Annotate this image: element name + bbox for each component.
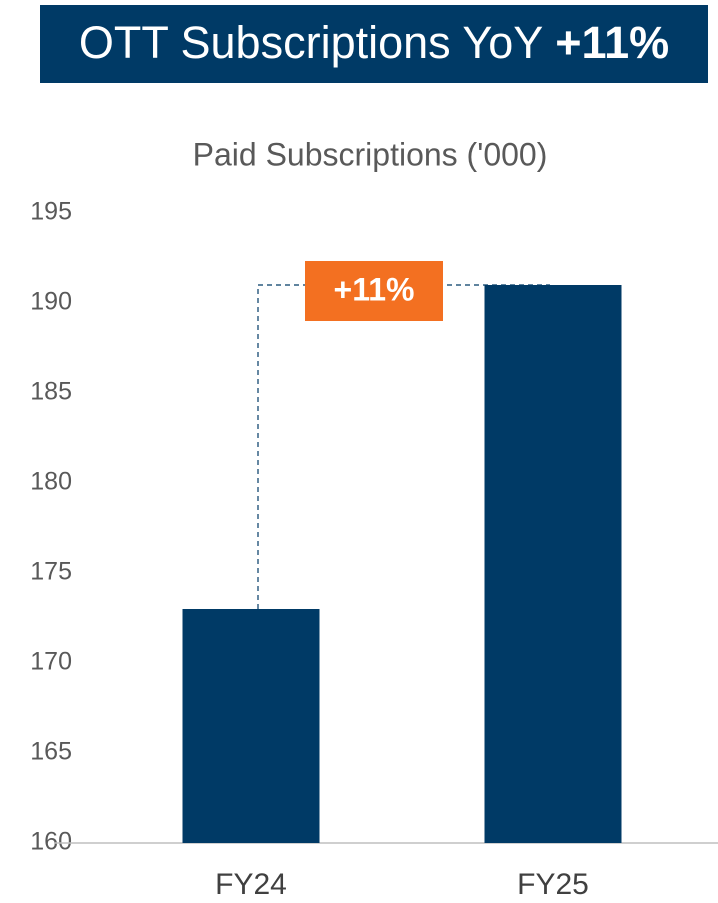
header-banner — [40, 5, 708, 83]
x-tick-label: FY24 — [215, 868, 287, 901]
annotation-connector — [257, 284, 550, 609]
y-tick-label: 180 — [30, 468, 72, 496]
chart-title: Paid Subscriptions ('000) — [193, 136, 548, 172]
bar — [182, 609, 320, 843]
y-tick-label: 195 — [30, 198, 72, 226]
header-title: OTT Subscriptions YoY +11% — [79, 17, 669, 68]
header-title-text: OTT Subscriptions YoY — [79, 17, 543, 68]
y-tick-label: 175 — [30, 558, 72, 586]
y-tick-label: 165 — [30, 738, 72, 766]
y-tick-label: 170 — [30, 648, 72, 676]
y-tick-label: 160 — [30, 828, 72, 856]
annotation-box — [305, 261, 443, 321]
bar — [484, 285, 622, 843]
header-highlight: +11% — [555, 17, 669, 68]
y-tick-label: 185 — [30, 378, 72, 406]
annotation-label: +11% — [334, 271, 415, 307]
y-tick-label: 190 — [30, 288, 72, 316]
x-tick-label: FY25 — [517, 868, 589, 901]
